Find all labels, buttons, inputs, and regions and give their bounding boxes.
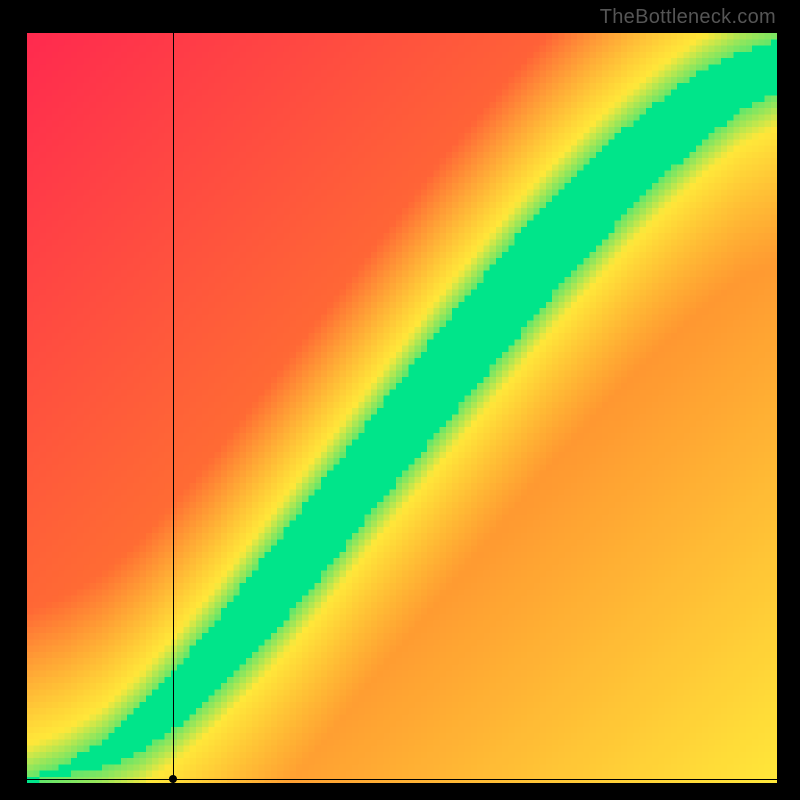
chart-container: { "watermark": { "text": "TheBottleneck.…	[0, 0, 800, 800]
bottleneck-heatmap	[27, 33, 777, 783]
crosshair-horizontal	[27, 779, 777, 780]
watermark-text: TheBottleneck.com	[600, 6, 776, 29]
crosshair-vertical	[173, 33, 174, 783]
